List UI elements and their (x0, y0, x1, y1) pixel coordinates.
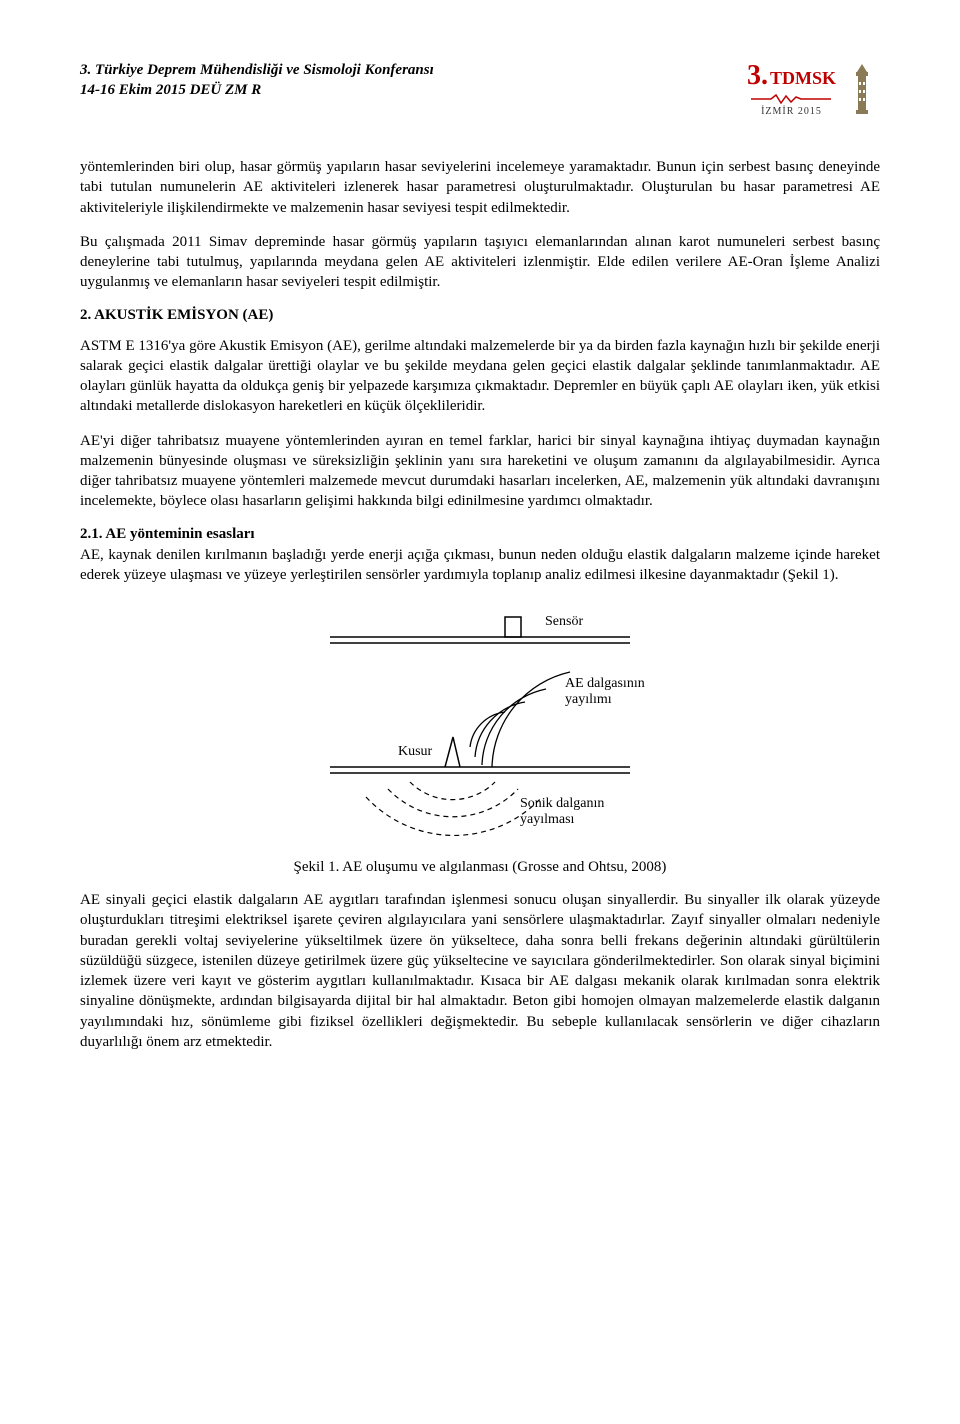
figure-label-ae-wave: AE dalgasının (565, 676, 645, 691)
tdmsk-wave-icon (751, 94, 831, 104)
header-logo-block: 3. TDMSK İZMİR 2015 (747, 60, 880, 117)
tdmsk-logo-text: 3. TDMSK (747, 60, 836, 92)
figure-label-ae-wave-2: yayılımı (565, 692, 612, 707)
section-2-1-title: 2.1. AE yönteminin esasları (80, 526, 880, 543)
header-line-1: 3. Türkiye Deprem Mühendisliği ve Sismol… (80, 60, 434, 80)
page: 3. Türkiye Deprem Mühendisliği ve Sismol… (0, 0, 960, 1126)
izmir-tower-icon (844, 64, 880, 114)
paragraph-5: AE, kaynak denilen kırılmanın başladığı … (80, 545, 880, 586)
figure-label-sonic-2: yayılması (520, 812, 575, 827)
paragraph-1: yöntemlerinden biri olup, hasar görmüş y… (80, 157, 880, 218)
tdmsk-logo-sub: İZMİR 2015 (761, 106, 822, 117)
paragraph-6: AE sinyali geçici elastik dalgaların AE … (80, 890, 880, 1052)
figure-1-diagram: Sensör AE dalgasının yayılımı Kusur Soni… (270, 607, 690, 847)
figure-1: Sensör AE dalgasının yayılımı Kusur Soni… (270, 607, 690, 876)
figure-label-sensor: Sensör (545, 614, 583, 629)
paragraph-2: Bu çalışmada 2011 Simav depreminde hasar… (80, 232, 880, 293)
header-title-block: 3. Türkiye Deprem Mühendisliği ve Sismol… (80, 60, 434, 101)
page-header: 3. Türkiye Deprem Mühendisliği ve Sismol… (80, 60, 880, 117)
paragraph-3: ASTM E 1316'ya göre Akustik Emisyon (AE)… (80, 336, 880, 417)
header-line-2: 14-16 Ekim 2015 DEÜ ZM R (80, 80, 434, 100)
tdmsk-logo: 3. TDMSK İZMİR 2015 (747, 60, 836, 117)
figure-1-caption: Şekil 1. AE oluşumu ve algılanması (Gros… (270, 859, 690, 876)
figure-label-sonic: Sonik dalganın (520, 796, 604, 811)
tdmsk-logo-prefix: 3. (747, 60, 768, 92)
paragraph-4: AE'yi diğer tahribatsız muayene yöntemle… (80, 431, 880, 512)
figure-label-kusur: Kusur (398, 744, 433, 759)
tdmsk-logo-name: TDMSK (770, 68, 836, 89)
section-2-title: 2. AKUSTİK EMİSYON (AE) (80, 307, 880, 324)
